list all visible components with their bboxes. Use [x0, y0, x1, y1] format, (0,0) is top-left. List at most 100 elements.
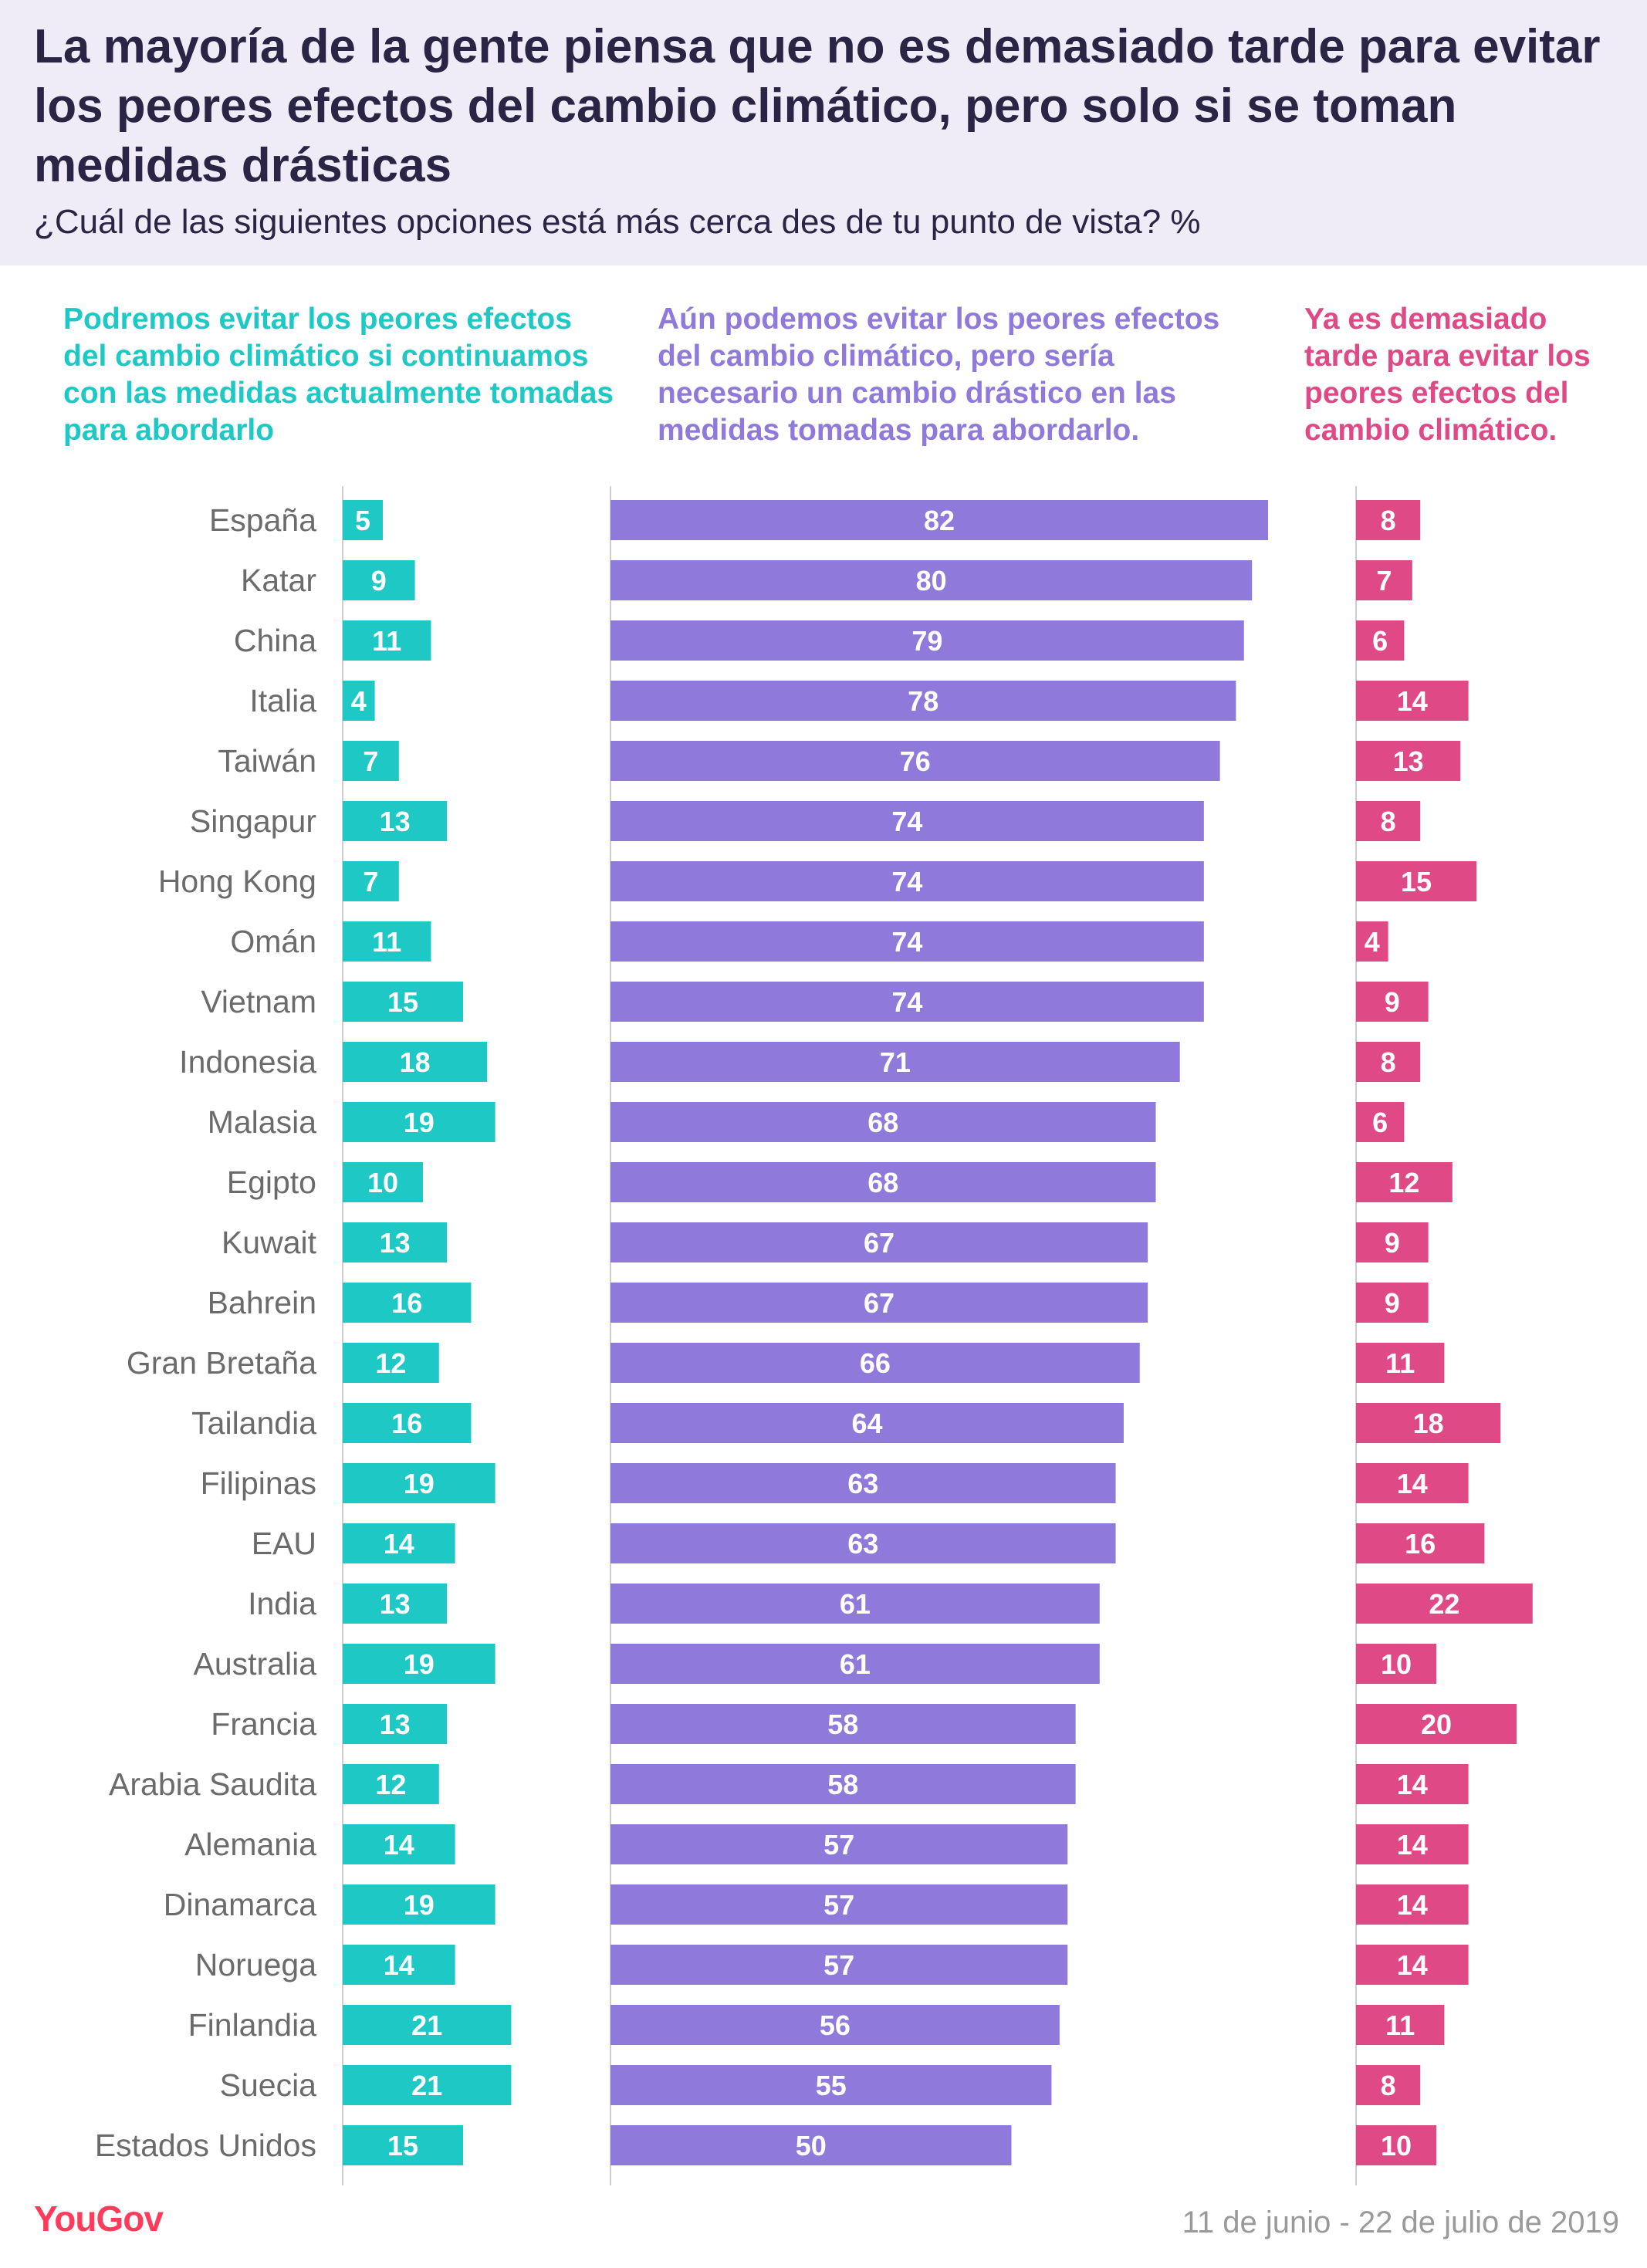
data-label-late: 11 [1385, 1347, 1415, 1379]
bar-drastic [610, 1824, 1068, 1864]
bar-drastic [610, 1584, 1100, 1624]
bar-late [1356, 1824, 1469, 1864]
data-label-cont: 13 [380, 806, 411, 837]
data-label-cont: 15 [387, 986, 418, 1018]
data-label-cont: 10 [367, 1167, 398, 1198]
category-label: EAU [252, 1526, 316, 1561]
category-label: Noruega [195, 1947, 316, 1982]
bar-drastic [610, 1042, 1180, 1082]
bar-cont [343, 1945, 455, 1985]
data-label-cont: 13 [380, 1709, 411, 1740]
data-label-cont: 19 [404, 1107, 435, 1138]
data-label-cont: 21 [411, 2009, 442, 2041]
data-label-drastic: 61 [840, 1588, 871, 1620]
data-label-late: 14 [1397, 1889, 1428, 1921]
category-label: Singapur [190, 803, 316, 839]
bar-drastic [610, 1162, 1156, 1202]
data-label-cont: 5 [355, 505, 370, 536]
bar-cont [343, 1463, 495, 1503]
bar-late [1356, 1102, 1405, 1142]
bar-late [1356, 982, 1429, 1022]
category-label: Filipinas [201, 1465, 316, 1501]
bar-late [1356, 1584, 1533, 1624]
bar-cont [343, 1102, 495, 1142]
data-label-drastic: 55 [816, 2070, 847, 2101]
bar-drastic [610, 620, 1244, 661]
category-label: Bahrein [208, 1285, 316, 1320]
data-label-cont: 14 [384, 1528, 414, 1560]
bar-cont [343, 1403, 472, 1443]
bar-late [1356, 921, 1388, 962]
data-label-drastic: 76 [900, 745, 931, 777]
chart-title: La mayoría de la gente piensa que no es … [34, 20, 1601, 192]
bar-late [1356, 2065, 1421, 2105]
bar-late [1356, 1162, 1453, 1202]
data-label-cont: 14 [384, 1949, 414, 1981]
data-label-late: 14 [1397, 1468, 1428, 1499]
data-label-late: 16 [1405, 1528, 1436, 1560]
data-label-late: 20 [1421, 1709, 1452, 1740]
category-label: Francia [211, 1706, 316, 1742]
data-label-cont: 18 [400, 1046, 431, 1078]
legend-drastic-change: Aún podemos evitar los peores efectos de… [658, 303, 1220, 447]
data-label-late: 6 [1372, 1107, 1388, 1138]
data-label-cont: 19 [404, 1468, 435, 1499]
data-label-late: 12 [1388, 1167, 1419, 1198]
bar-cont [343, 1162, 423, 1202]
category-label: China [234, 623, 316, 658]
data-label-drastic: 74 [891, 806, 922, 837]
data-label-drastic: 63 [847, 1468, 878, 1499]
data-label-drastic: 57 [824, 1889, 854, 1921]
bar-late [1356, 801, 1421, 841]
category-label: Italia [249, 683, 316, 718]
data-label-cont: 13 [380, 1227, 411, 1259]
data-label-cont: 12 [375, 1769, 406, 1800]
bar-cont [343, 2065, 512, 2105]
data-label-cont: 11 [372, 625, 401, 657]
category-label: Suecia [220, 2067, 317, 2103]
data-label-late: 8 [1381, 806, 1396, 837]
data-label-late: 14 [1397, 1949, 1428, 1981]
bar-drastic [610, 2005, 1060, 2045]
category-label: Omán [230, 924, 316, 959]
date-range: 11 de junio - 22 de julio de 2019 [1182, 2205, 1619, 2239]
data-label-cont: 16 [391, 1408, 422, 1439]
bar-drastic [610, 1764, 1076, 1804]
data-label-drastic: 50 [796, 2130, 827, 2162]
data-label-cont: 16 [391, 1287, 422, 1319]
data-label-late: 7 [1376, 565, 1392, 597]
data-label-cont: 4 [351, 685, 367, 717]
bar-late [1356, 500, 1421, 540]
category-label: India [248, 1586, 316, 1621]
bar-cont [343, 801, 448, 841]
legend-too-late: Ya es demasiado tarde para evitar los pe… [1304, 303, 1591, 447]
data-label-drastic: 74 [891, 866, 922, 897]
category-label: Malasia [208, 1104, 316, 1140]
data-label-drastic: 78 [908, 685, 938, 717]
data-label-drastic: 67 [864, 1287, 895, 1319]
data-label-late: 14 [1397, 685, 1428, 717]
category-label: Estados Unidos [95, 2128, 316, 2163]
category-label: Hong Kong [158, 864, 316, 899]
bar-drastic [610, 1523, 1116, 1563]
bar-late [1356, 2005, 1445, 2045]
bar-late [1356, 1463, 1469, 1503]
bar-drastic [610, 1945, 1068, 1985]
data-label-cont: 19 [404, 1889, 435, 1921]
bar-late [1356, 560, 1412, 600]
bar-late [1356, 2125, 1436, 2165]
category-label: Dinamarca [164, 1887, 316, 1922]
category-label: Egipto [227, 1164, 316, 1200]
data-label-cont: 7 [363, 866, 378, 897]
data-label-late: 18 [1413, 1408, 1444, 1439]
bar-late [1356, 1283, 1429, 1323]
brand-logo: YouGov [34, 2199, 164, 2239]
bar-late [1356, 681, 1469, 721]
data-label-cont: 21 [411, 2070, 442, 2101]
data-label-late: 4 [1365, 926, 1380, 958]
bar-cont [343, 1644, 495, 1684]
bar-drastic [610, 1343, 1140, 1383]
bar-drastic [610, 1884, 1068, 1925]
data-label-late: 11 [1385, 2009, 1415, 2041]
category-label: Arabia Saudita [109, 1766, 316, 1802]
